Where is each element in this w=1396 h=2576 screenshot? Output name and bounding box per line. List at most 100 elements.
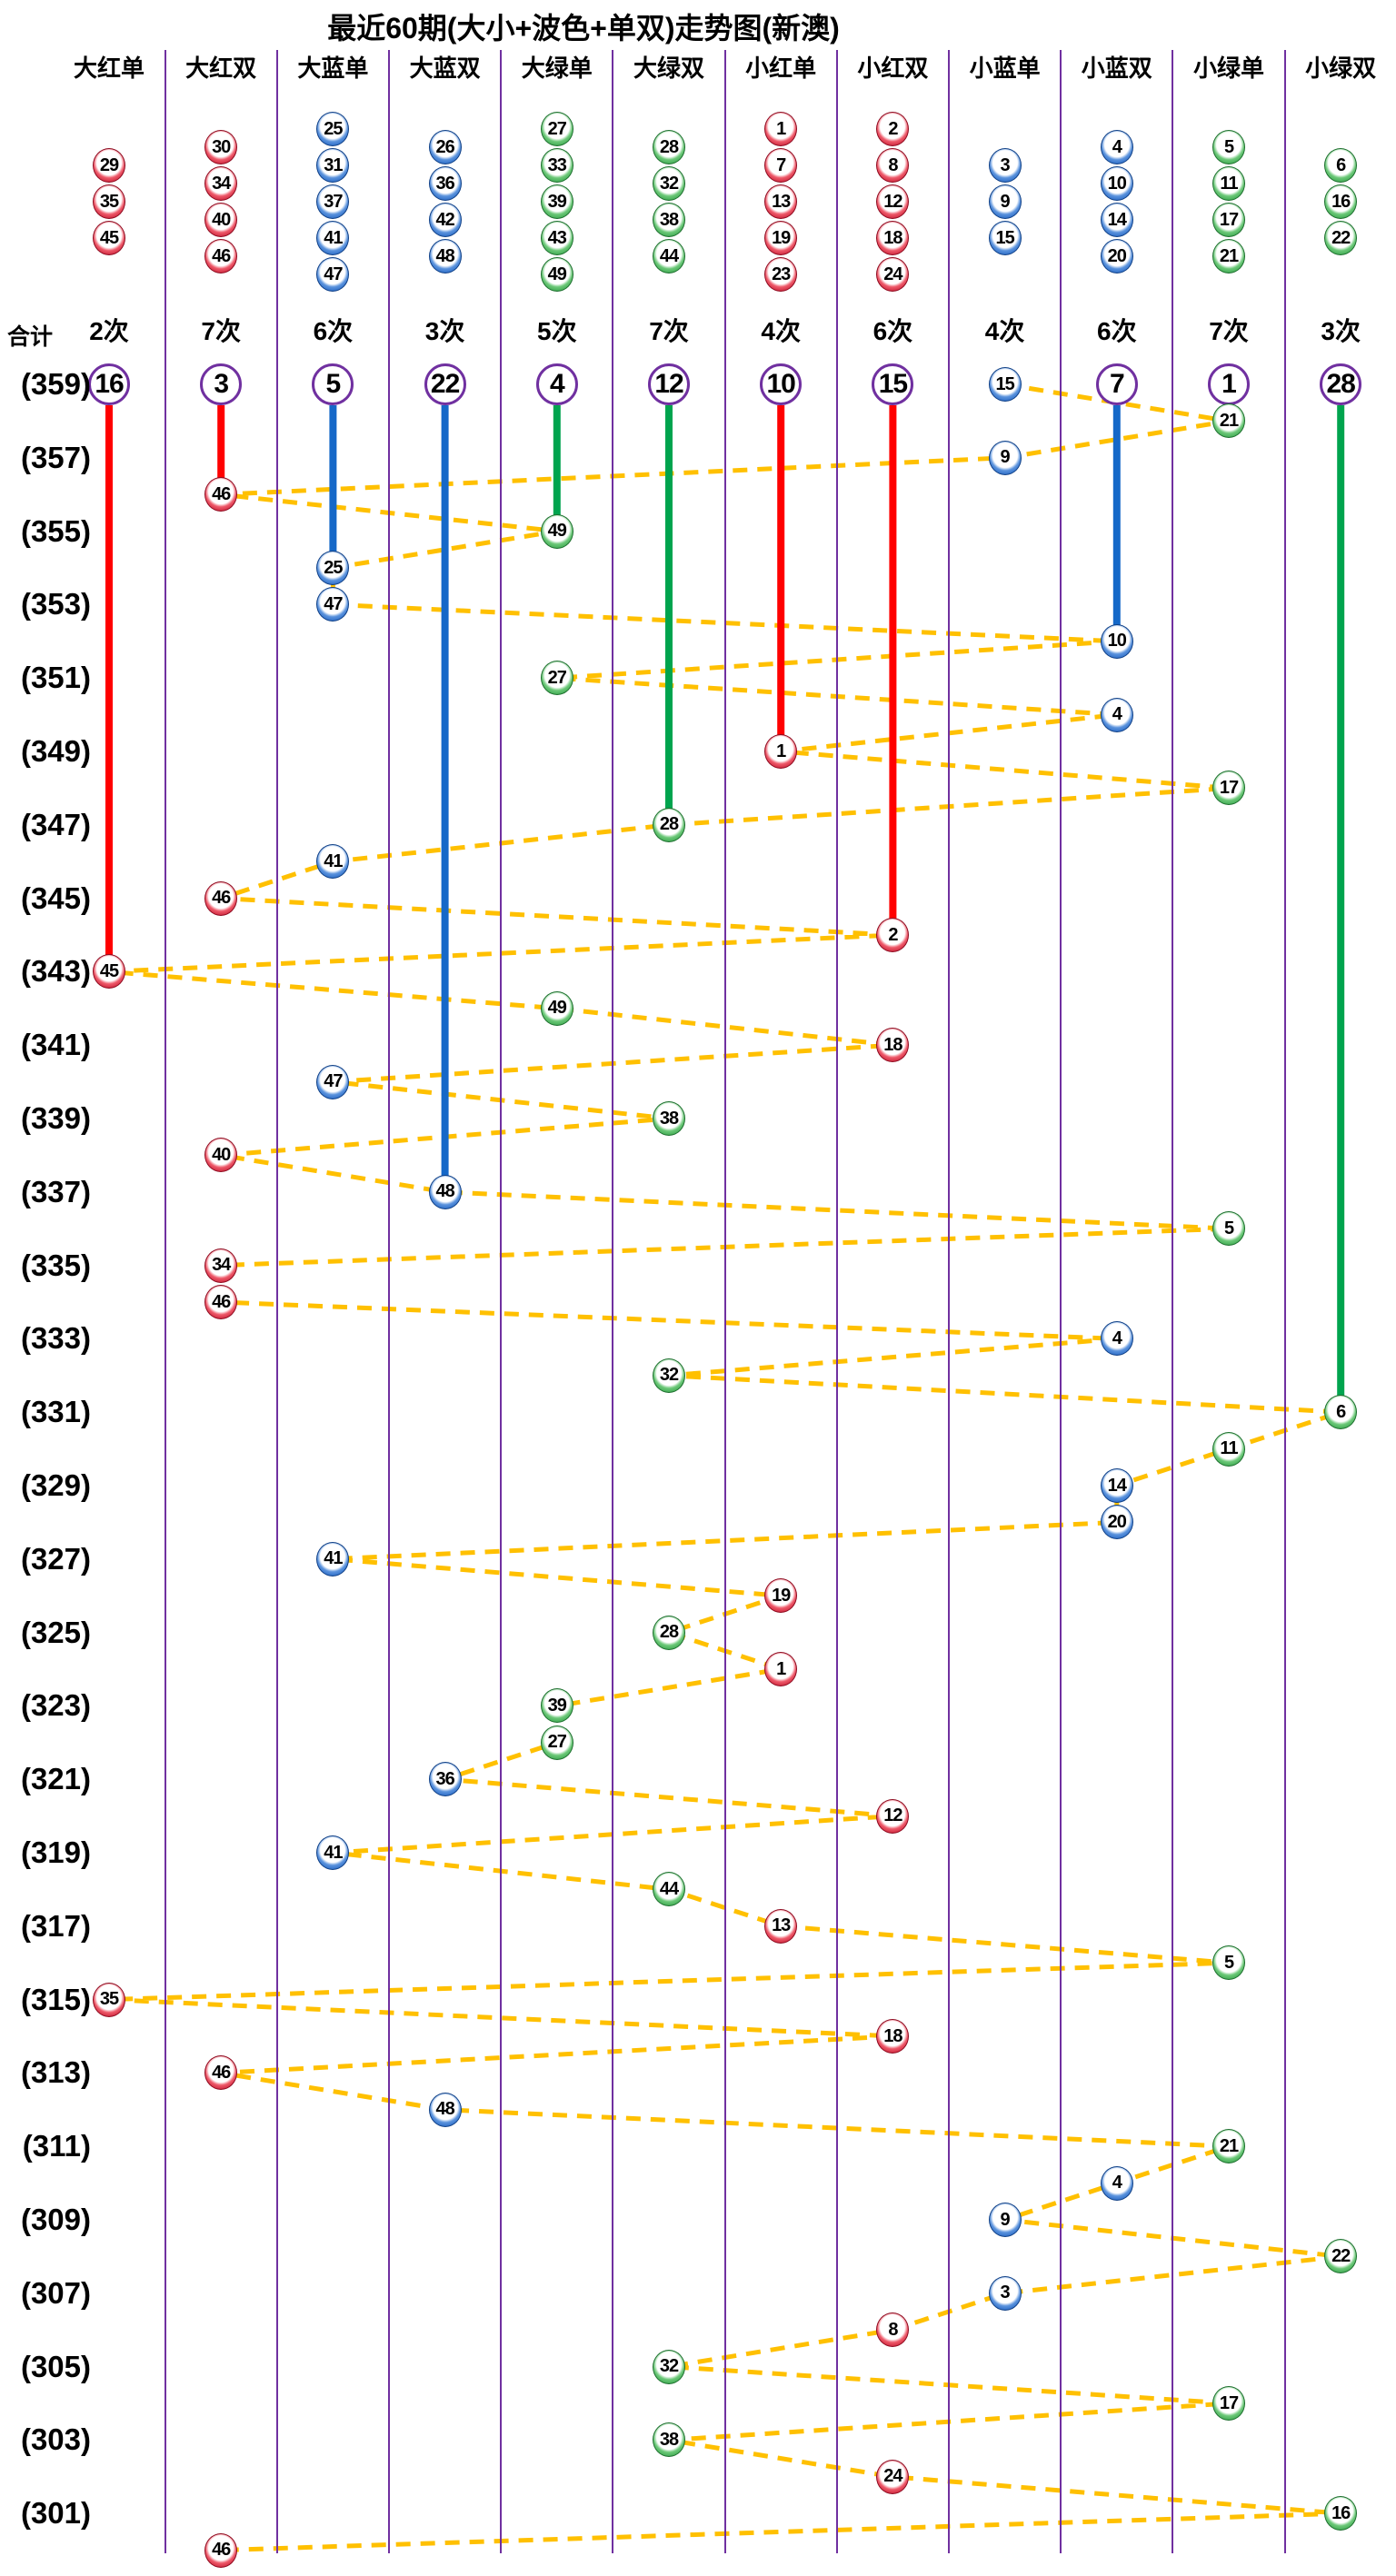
chart-ball-9: 9	[988, 2203, 1022, 2237]
column-divider	[723, 50, 726, 2553]
chart-ball-28: 28	[653, 807, 685, 842]
chart-ball-5: 5	[1212, 1211, 1245, 1247]
legend-ball-43: 43	[540, 221, 573, 255]
column-divider	[612, 50, 614, 2553]
legend-ball-13: 13	[764, 184, 798, 219]
legend-ball-2: 2	[876, 112, 910, 146]
row-label: (307)	[20, 2275, 91, 2310]
row-label: (331)	[20, 1395, 91, 1429]
legend-ball-33: 33	[540, 148, 573, 183]
legend-ball-7: 7	[764, 148, 798, 183]
legend-ball-17: 17	[1212, 203, 1245, 237]
chart-ball-41: 41	[316, 844, 350, 880]
chart-ball-41: 41	[316, 1541, 350, 1576]
legend-ball-4: 4	[1100, 130, 1133, 164]
column-total: 6次	[313, 317, 354, 345]
row-label: (349)	[20, 734, 91, 768]
miss-count-circle: 15	[872, 363, 914, 405]
chart-ball-20: 20	[1100, 1505, 1133, 1540]
row-label: (333)	[20, 1321, 91, 1356]
row-label: (301)	[20, 2496, 91, 2531]
chart-ball-21: 21	[1212, 2129, 1245, 2164]
row-label: (359)	[20, 367, 91, 401]
chart-ball-19: 19	[764, 1578, 798, 1614]
row-label: (337)	[20, 1174, 91, 1208]
column-header-大绿单: 大绿单	[521, 55, 593, 82]
chart-ball-17: 17	[1212, 2386, 1245, 2421]
column-total: 4次	[984, 317, 1025, 345]
chart-ball-2: 2	[876, 918, 910, 952]
row-label: (343)	[20, 954, 91, 989]
chart-ball-12: 12	[876, 1798, 910, 1834]
column-header-小红双: 小红双	[857, 55, 929, 82]
legend-ball-26: 26	[428, 130, 462, 164]
legend-ball-30: 30	[204, 130, 238, 164]
chart-ball-17: 17	[1212, 771, 1245, 806]
row-label: (315)	[20, 1982, 91, 2016]
legend-ball-36: 36	[428, 166, 462, 201]
column-header-小蓝双: 小蓝双	[1081, 55, 1152, 82]
miss-count-circle: 7	[1095, 363, 1138, 405]
chart-ball-15: 15	[988, 367, 1022, 402]
chart-title: 最近60期(大小+波色+单双)走势图(新澳)	[327, 12, 840, 45]
column-divider	[835, 50, 838, 2553]
chart-ball-48: 48	[428, 2092, 462, 2127]
miss-count-circle: 3	[200, 363, 243, 405]
row-label: (311)	[22, 2129, 91, 2163]
chart-ball-49: 49	[540, 990, 573, 1026]
chart-ball-11: 11	[1212, 1431, 1245, 1467]
legend-ball-29: 29	[93, 148, 125, 183]
legend-ball-44: 44	[653, 239, 685, 274]
chart-ball-41: 41	[316, 1835, 350, 1870]
legend-ball-45: 45	[93, 221, 125, 255]
row-label: (339)	[20, 1101, 91, 1135]
chart-ball-18: 18	[876, 2019, 910, 2054]
chart-ball-4: 4	[1100, 697, 1133, 732]
row-label: (335)	[20, 1248, 91, 1282]
row-label: (309)	[20, 2203, 91, 2236]
row-label: (303)	[20, 2422, 91, 2457]
row-label: (345)	[20, 880, 91, 915]
chart-ball-47: 47	[316, 587, 350, 622]
chart-ball-4: 4	[1100, 1321, 1133, 1357]
chart-ball-32: 32	[653, 1358, 685, 1393]
legend-ball-12: 12	[876, 184, 910, 219]
column-divider	[164, 50, 166, 2553]
column-total: 3次	[1321, 317, 1361, 345]
column-divider	[1283, 50, 1286, 2553]
chart-ball-28: 28	[653, 1615, 685, 1650]
column-total: 3次	[424, 317, 465, 345]
legend-ball-11: 11	[1212, 166, 1245, 201]
chart-ball-5: 5	[1212, 1945, 1245, 1981]
column-total: 7次	[649, 317, 689, 345]
column-header-大蓝双: 大蓝双	[409, 55, 481, 82]
legend-ball-28: 28	[653, 130, 685, 164]
chart-ball-39: 39	[540, 1688, 573, 1724]
column-divider	[388, 50, 390, 2553]
miss-count-circle: 5	[312, 363, 354, 405]
row-label: (357)	[20, 440, 91, 474]
row-label: (327)	[20, 1541, 91, 1576]
legend-ball-19: 19	[764, 221, 798, 255]
chart-ball-16: 16	[1324, 2496, 1358, 2531]
legend-ball-1: 1	[764, 112, 798, 146]
chart-ball-24: 24	[876, 2459, 910, 2494]
chart-ball-1: 1	[764, 1652, 798, 1686]
legend-ball-38: 38	[653, 203, 685, 237]
column-total: 6次	[872, 317, 913, 345]
miss-count-circle: 1	[1208, 363, 1250, 405]
legend-ball-14: 14	[1100, 203, 1133, 237]
chart-ball-36: 36	[428, 1762, 462, 1797]
chart-ball-38: 38	[653, 1101, 685, 1136]
column-total: 7次	[1209, 317, 1249, 345]
column-header-大绿双: 大绿双	[633, 55, 704, 82]
row-label: (355)	[20, 513, 91, 548]
chart-ball-46: 46	[204, 2055, 238, 2091]
row-label: (305)	[20, 2349, 91, 2383]
chart-ball-6: 6	[1324, 1395, 1358, 1430]
legend-ball-21: 21	[1212, 239, 1245, 274]
chart-ball-25: 25	[316, 551, 350, 585]
legend-ball-22: 22	[1324, 221, 1358, 255]
